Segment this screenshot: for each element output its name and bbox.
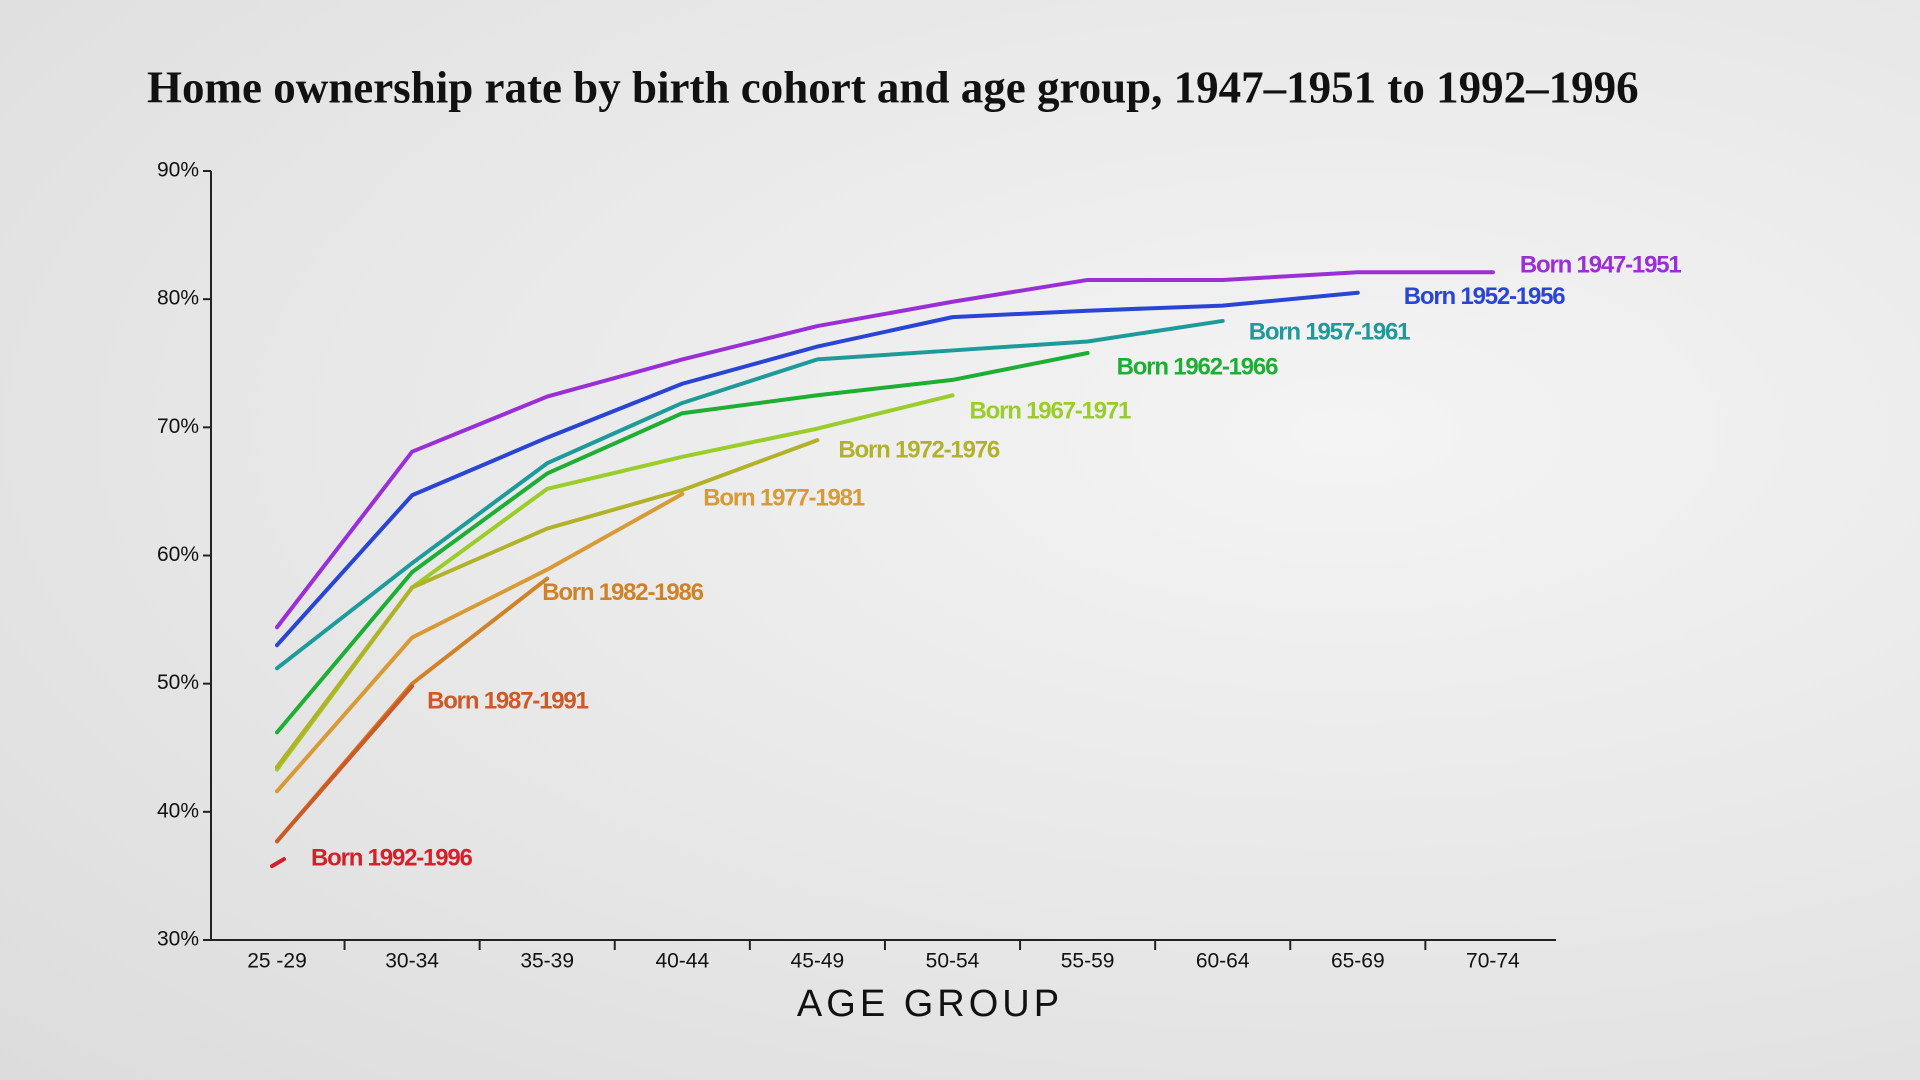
x-tick-label: 70-74 (1466, 950, 1520, 973)
series-label: Born 1987-1991 (427, 688, 588, 715)
series-line (275, 290, 1360, 648)
series-label: Born 1967-1971 (970, 398, 1131, 425)
series-line (275, 438, 820, 769)
x-tick-label: 25 -29 (247, 950, 307, 973)
y-tick-label: 50% (157, 671, 199, 694)
y-tick-label: 30% (157, 928, 199, 951)
series-label: Born 1972-1976 (838, 436, 999, 463)
series-label: Born 1992-1996 (311, 844, 472, 871)
series-label: Born 1957-1961 (1249, 318, 1410, 345)
series-label: Born 1952-1956 (1404, 283, 1565, 310)
x-tick-label: 60-64 (1196, 950, 1250, 973)
y-tick-label: 40% (157, 799, 199, 822)
series-line (275, 684, 415, 844)
x-tick-label: 45-49 (791, 950, 845, 973)
x-tick-label: 55-59 (1061, 950, 1115, 973)
x-tick-label: 50-54 (926, 950, 980, 973)
x-axis-title: AGE GROUP (797, 983, 1063, 1025)
series-line (275, 318, 1225, 671)
y-tick-label: 80% (157, 287, 199, 310)
x-tick-label: 65-69 (1331, 950, 1385, 973)
series-line (275, 350, 1090, 735)
series-label: Born 1977-1981 (703, 484, 864, 511)
chart-title: Home ownership rate by birth cohort and … (147, 62, 1639, 112)
x-tick-label: 40-44 (655, 950, 709, 973)
y-tick-label: 90% (157, 159, 199, 182)
y-tick-label: 60% (157, 543, 199, 566)
series-line (270, 857, 286, 869)
series-label: Born 1962-1966 (1117, 353, 1278, 380)
series-line (275, 491, 685, 794)
y-tick-label: 70% (157, 415, 199, 438)
series-line (275, 270, 1495, 630)
x-tick-label: 30-34 (385, 950, 439, 973)
series-label: Born 1947-1951 (1520, 252, 1681, 279)
x-tick-label: 35-39 (520, 950, 574, 973)
series-label: Born 1982-1986 (542, 579, 703, 606)
